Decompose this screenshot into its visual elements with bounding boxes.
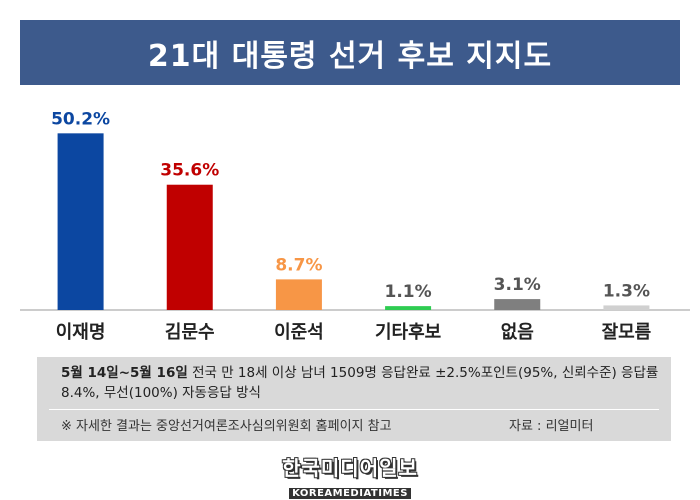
bar-chart: 50.2% 이재명 35.6% 김문수 8.7% 이준석 1.1% 기타후보 3.1% 없음 1.3… [20,109,690,343]
bar-1 [57,133,104,310]
reference-note: ※ 자세한 결과는 중앙선거여론조사심의위원회 홈페이지 참고 [61,419,392,434]
logo-korean: 한국미디어일보 [282,456,418,480]
publisher-logo: 한국미디어일보 KOREAMEDIATIMES [0,452,700,500]
value-label-3: 8.7% [275,255,322,275]
bar-4 [385,306,432,310]
value-label-1: 50.2% [51,109,110,129]
value-label-5: 3.1% [494,275,541,295]
survey-notes: 5월 14일~5월 16일 전국 만 18세 이상 남녀 1509명 응답완료 … [37,357,671,441]
chart-title: 21대 대통령 선거 후보 지지도 [20,20,680,85]
category-label-6: 잘모름 [602,322,652,343]
survey-method: 전국 만 18세 이상 남녀 1509명 응답완료 ±2.5%포인트(95%, … [61,365,659,401]
bar-5 [494,299,541,310]
category-label-4: 기타후보 [375,322,441,343]
source-note: 자료 : 리얼미터 [509,419,594,434]
value-label-4: 1.1% [385,282,432,302]
category-label-2: 김문수 [165,322,215,343]
survey-method-text: 5월 14일~5월 16일 전국 만 18세 이상 남녀 1509명 응답완료 … [61,363,661,403]
bar-2 [166,184,213,310]
category-label-1: 이재명 [56,322,106,343]
bar-6 [603,305,650,310]
survey-period: 5월 14일~5월 16일 [61,365,188,381]
value-label-2: 35.6% [160,161,219,181]
note-divider [49,409,659,410]
category-label-5: 없음 [501,322,534,343]
value-label-6: 1.3% [603,281,650,301]
bar-3 [275,279,322,310]
logo-english: KOREAMEDIATIMES [289,488,411,499]
category-label-3: 이준석 [274,322,324,343]
